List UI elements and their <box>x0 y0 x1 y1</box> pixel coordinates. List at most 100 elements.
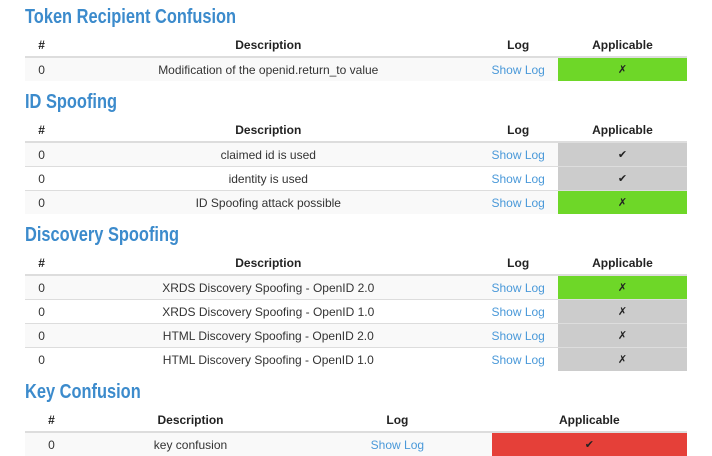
description-cell: key confusion <box>77 431 304 456</box>
applicable-status-cell: ✗ <box>557 347 687 371</box>
table-row: 0 HTML Discovery Spoofing - OpenID 2.0 Sho… <box>25 323 687 348</box>
table-header-row: # Description Log Applicable <box>25 34 687 58</box>
row-number-cell: 0 <box>25 299 59 324</box>
attack-table-id-spoofing: # Description Log Applicable 0 claimed id is … <box>25 119 687 214</box>
attack-table-token-recipient-confusion: # Description Log Applicable 0 Modification o… <box>25 34 687 81</box>
column-header-description: Description <box>58 252 479 276</box>
row-number-cell: 0 <box>25 323 59 348</box>
column-header-log: Log <box>303 409 492 433</box>
table-row: 0 ID Spoofing attack possible Show Log ✗ <box>25 190 687 214</box>
column-header-log: Log <box>478 119 558 143</box>
section-title: Key Confusion <box>25 381 687 403</box>
section-title: Token Recipient Confusion <box>25 6 687 28</box>
description-cell: XRDS Discovery Spoofing - OpenID 1.0 <box>58 299 479 324</box>
row-number-cell: 0 <box>25 274 59 300</box>
column-header-log: Log <box>478 252 558 276</box>
description-cell: identity is used <box>58 166 479 191</box>
table-header-row: # Description Log Applicable <box>25 252 687 276</box>
column-header-description: Description <box>77 409 304 433</box>
attack-report: Token Recipient Confusion # Description Log… <box>25 6 687 456</box>
table-row: 0 XRDS Discovery Spoofing - OpenID 1.0 Sho… <box>25 299 687 324</box>
show-log-link[interactable]: Show Log <box>370 437 425 452</box>
show-log-link[interactable]: Show Log <box>491 147 545 162</box>
section-title-text: Key Confusion <box>25 381 141 403</box>
column-header-num: # <box>25 409 78 433</box>
cross-mark-icon: ✗ <box>617 353 628 366</box>
log-cell: Show Log <box>478 190 558 214</box>
section-title-text: Token Recipient Confusion <box>25 6 237 28</box>
cross-mark-icon: ✗ <box>617 329 628 342</box>
cross-mark-icon: ✗ <box>617 305 628 318</box>
check-mark-icon: ✔ <box>617 148 628 161</box>
description-cell: claimed id is used <box>58 141 479 167</box>
row-number-cell: 0 <box>25 431 78 456</box>
section-id-spoofing: ID Spoofing # Description Log Applicable 0 cla… <box>25 91 687 214</box>
description-cell: Modification of the openid.return_to val… <box>58 56 479 81</box>
show-log-link[interactable]: Show Log <box>491 171 545 186</box>
table-row: 0 XRDS Discovery Spoofing - OpenID 2.0 Sho… <box>25 274 687 300</box>
applicable-status-cell: ✗ <box>557 56 687 81</box>
section-title: Discovery Spoofing <box>25 224 687 246</box>
column-header-num: # <box>25 119 59 143</box>
description-cell: HTML Discovery Spoofing - OpenID 2.0 <box>58 323 479 348</box>
show-log-link[interactable]: Show Log <box>491 352 545 367</box>
column-header-description: Description <box>58 119 479 143</box>
table-header-row: # Description Log Applicable <box>25 409 687 433</box>
show-log-link[interactable]: Show Log <box>491 62 545 77</box>
applicable-status-cell: ✔ <box>557 166 687 191</box>
log-cell: Show Log <box>478 141 558 167</box>
section-title: ID Spoofing <box>25 91 687 113</box>
description-cell: HTML Discovery Spoofing - OpenID 1.0 <box>58 347 479 371</box>
column-header-log: Log <box>478 34 558 58</box>
log-cell: Show Log <box>478 299 558 324</box>
applicable-status-cell: ✗ <box>557 299 687 324</box>
column-header-description: Description <box>58 34 479 58</box>
row-number-cell: 0 <box>25 347 59 371</box>
show-log-link[interactable]: Show Log <box>491 328 545 343</box>
row-number-cell: 0 <box>25 166 59 191</box>
section-title-text: Discovery Spoofing <box>25 224 180 246</box>
applicable-status-cell: ✗ <box>557 190 687 214</box>
show-log-link[interactable]: Show Log <box>491 304 545 319</box>
row-number-cell: 0 <box>25 190 59 214</box>
table-row: 0 identity is used Show Log ✔ <box>25 166 687 191</box>
attack-table-discovery-spoofing: # Description Log Applicable 0 XRDS Discovery… <box>25 252 687 371</box>
cross-mark-icon: ✗ <box>617 281 628 294</box>
description-cell: XRDS Discovery Spoofing - OpenID 2.0 <box>58 274 479 300</box>
log-cell: Show Log <box>303 431 492 456</box>
cross-mark-icon: ✗ <box>617 63 628 76</box>
column-header-num: # <box>25 252 59 276</box>
cross-mark-icon: ✗ <box>617 196 628 209</box>
log-cell: Show Log <box>478 347 558 371</box>
column-header-num: # <box>25 34 59 58</box>
log-cell: Show Log <box>478 166 558 191</box>
section-token-recipient-confusion: Token Recipient Confusion # Description Log… <box>25 6 687 81</box>
row-number-cell: 0 <box>25 141 59 167</box>
section-key-confusion: Key Confusion # Description Log Applicable 0 k… <box>25 381 687 456</box>
log-cell: Show Log <box>478 274 558 300</box>
column-header-applicable: Applicable <box>557 252 687 276</box>
column-header-applicable: Applicable <box>557 34 687 58</box>
table-row: 0 key confusion Show Log ✔ <box>25 431 687 456</box>
applicable-status-cell: ✗ <box>557 323 687 348</box>
applicable-status-cell: ✗ <box>557 274 687 300</box>
column-header-applicable: Applicable <box>557 119 687 143</box>
table-row: 0 Modification of the openid.return_to va… <box>25 56 687 81</box>
show-log-link[interactable]: Show Log <box>491 280 545 295</box>
attack-table-key-confusion: # Description Log Applicable 0 key confusion S… <box>25 409 687 456</box>
check-mark-icon: ✔ <box>617 172 628 185</box>
applicable-status-cell: ✔ <box>557 141 687 167</box>
log-cell: Show Log <box>478 323 558 348</box>
table-row: 0 claimed id is used Show Log ✔ <box>25 141 687 167</box>
check-mark-icon: ✔ <box>584 438 594 451</box>
column-header-applicable: Applicable <box>491 409 687 433</box>
description-cell: ID Spoofing attack possible <box>58 190 479 214</box>
row-number-cell: 0 <box>25 56 59 81</box>
log-cell: Show Log <box>478 56 558 81</box>
show-log-link[interactable]: Show Log <box>491 195 545 210</box>
table-header-row: # Description Log Applicable <box>25 119 687 143</box>
section-title-text: ID Spoofing <box>25 91 118 113</box>
applicable-status-cell: ✔ <box>491 431 687 456</box>
section-discovery-spoofing: Discovery Spoofing # Description Log Applica… <box>25 224 687 371</box>
table-row: 0 HTML Discovery Spoofing - OpenID 1.0 Sho… <box>25 347 687 371</box>
